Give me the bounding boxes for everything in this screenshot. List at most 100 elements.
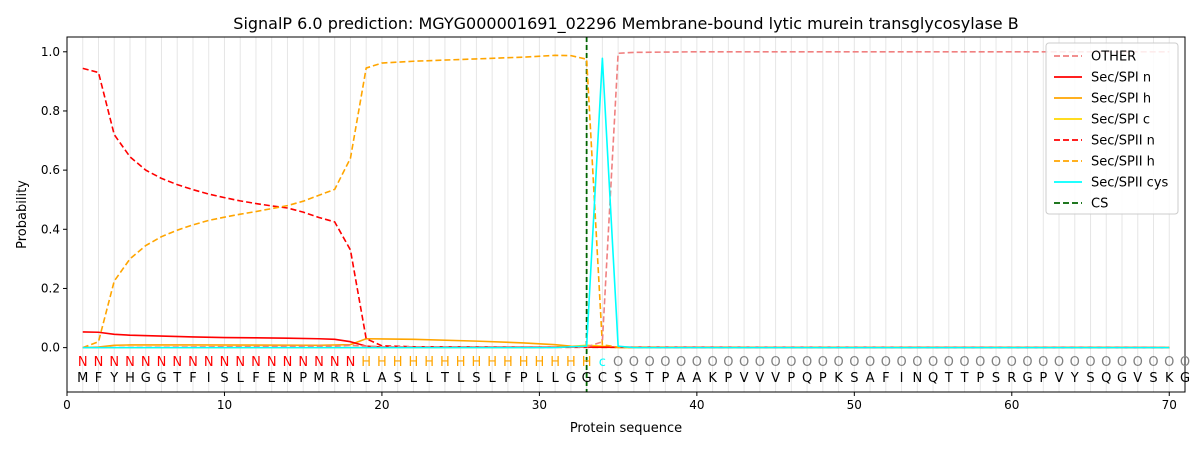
residue-label: K <box>1165 371 1174 386</box>
residue-label: N <box>912 371 922 386</box>
region-label: O <box>849 355 859 370</box>
residue-label: M <box>77 371 88 386</box>
legend-label: Sec/SPII cys <box>1091 176 1169 191</box>
plot-frame <box>66 36 1186 393</box>
residue-label: P <box>520 371 528 386</box>
residue-label: V <box>1055 371 1064 386</box>
region-label: O <box>1070 355 1080 370</box>
residue-label: P <box>299 371 307 386</box>
residue-label: M <box>313 371 324 386</box>
legend-label: Sec/SPI h <box>1091 92 1151 107</box>
region-label: c <box>599 355 606 370</box>
residue-label: S <box>220 371 228 386</box>
residue-label: L <box>363 371 371 386</box>
region-label: O <box>1007 355 1017 370</box>
residue-label: F <box>189 371 196 386</box>
region-label: H <box>550 355 560 370</box>
region-label: O <box>881 355 891 370</box>
residue-label: G <box>1022 371 1032 386</box>
region-label: O <box>818 355 828 370</box>
y-tick-label: 0.2 <box>41 281 60 295</box>
residue-label: L <box>426 371 434 386</box>
residue-label: T <box>440 371 449 386</box>
region-label: O <box>959 355 969 370</box>
region-label: O <box>645 355 655 370</box>
region-label: N <box>78 355 88 370</box>
residue-label: Y <box>1070 371 1079 386</box>
series-line-sec-spii-n <box>82 67 1170 349</box>
region-label: N <box>298 355 308 370</box>
residue-label: G <box>141 371 151 386</box>
residue-label: S <box>1086 371 1094 386</box>
residue-label: S <box>1149 371 1157 386</box>
region-label: O <box>786 355 796 370</box>
residue-label: S <box>394 371 402 386</box>
region-label: H <box>456 355 466 370</box>
region-label: N <box>157 355 167 370</box>
region-label: O <box>833 355 843 370</box>
x-tick-label: 70 <box>1162 398 1177 412</box>
residue-label: F <box>252 371 259 386</box>
region-label: O <box>928 355 938 370</box>
residue-label: L <box>536 371 544 386</box>
residue-label: P <box>1039 371 1047 386</box>
residue-label: L <box>457 371 465 386</box>
residue-label: A <box>866 371 875 386</box>
residue-label: T <box>944 371 953 386</box>
region-label: N <box>94 355 104 370</box>
y-tick-label: 0.6 <box>41 163 60 177</box>
x-tick-label: 10 <box>217 398 232 412</box>
region-label: O <box>1148 355 1158 370</box>
residue-label: G <box>1180 371 1190 386</box>
residue-label: S <box>992 371 1000 386</box>
residue-label: G <box>566 371 576 386</box>
residue-label: L <box>410 371 418 386</box>
x-tick-label: 40 <box>689 398 704 412</box>
series-line-other <box>82 50 1170 349</box>
residue-label: P <box>819 371 827 386</box>
legend-label: Sec/SPII h <box>1091 155 1155 170</box>
region-label: O <box>692 355 702 370</box>
residue-label: S <box>472 371 480 386</box>
legend: OTHER Sec/SPI n Sec/SPI h Sec/SPI c Sec/SPII… <box>1045 42 1179 215</box>
region-label: H <box>409 355 419 370</box>
residue-label: L <box>237 371 245 386</box>
region-label: H <box>519 355 529 370</box>
region-label: O <box>770 355 780 370</box>
residue-label: Q <box>1101 371 1111 386</box>
residue-label: K <box>834 371 843 386</box>
residue-label: H <box>125 371 135 386</box>
residue-label: R <box>346 371 355 386</box>
residue-label: L <box>489 371 497 386</box>
residue-label: I <box>900 371 904 386</box>
region-label: H <box>503 355 513 370</box>
region-label: N <box>251 355 261 370</box>
y-tick-label: 0.4 <box>41 222 60 236</box>
legend-label: OTHER <box>1091 50 1136 65</box>
x-tick-label: 30 <box>532 398 547 412</box>
region-label: O <box>707 355 717 370</box>
residue-label: Q <box>928 371 938 386</box>
series-line-sec-spii-h <box>82 54 1170 349</box>
sequence-labels: NMNFNYNHNGNGNTNFNINSNLNFNENNNPNMNRNRHLHA… <box>77 355 1190 386</box>
region-label: H <box>566 355 576 370</box>
residue-label: P <box>724 371 732 386</box>
region-label: H <box>472 355 482 370</box>
residue-label: Y <box>109 371 118 386</box>
residue-label: R <box>1007 371 1016 386</box>
residue-label: S <box>630 371 638 386</box>
region-label: N <box>172 355 182 370</box>
region-label: O <box>1133 355 1143 370</box>
region-label: H <box>361 355 371 370</box>
residue-label: V <box>740 371 749 386</box>
region-label: O <box>991 355 1001 370</box>
y-axis: 0.0 0.2 0.4 0.6 0.8 1.0 <box>41 45 67 355</box>
chart-title: SignalP 6.0 prediction: MGYG000001691_02… <box>233 14 1018 34</box>
region-label: N <box>346 355 356 370</box>
residue-label: S <box>614 371 622 386</box>
residue-label: A <box>692 371 701 386</box>
region-label: O <box>629 355 639 370</box>
y-tick-label: 0.8 <box>41 104 60 118</box>
region-label: O <box>723 355 733 370</box>
